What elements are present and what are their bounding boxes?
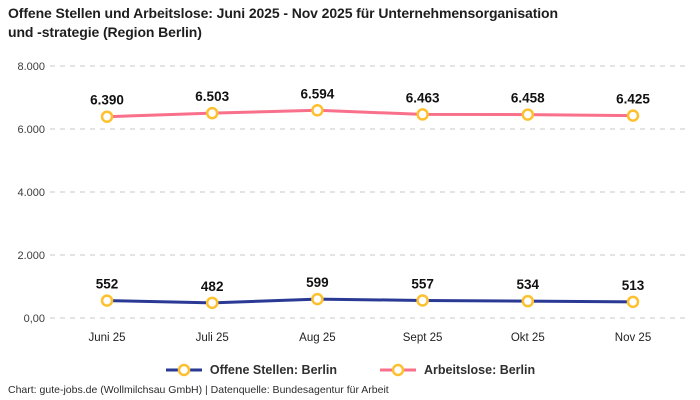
data-point-label: 557 xyxy=(411,276,434,291)
data-point-label: 6.463 xyxy=(406,90,440,105)
data-point-marker[interactable] xyxy=(416,294,429,307)
x-axis-tick-label: Aug 25 xyxy=(299,332,335,344)
x-axis-tick-label: Nov 25 xyxy=(615,332,651,344)
data-point-label: 6.390 xyxy=(90,93,124,108)
x-axis-tick-label: Juni 25 xyxy=(88,332,125,344)
data-point-label: 552 xyxy=(96,277,119,292)
y-axis-tick-label: 4.000 xyxy=(17,187,45,199)
data-point-label: 599 xyxy=(306,275,329,290)
data-point-label: 6.425 xyxy=(616,92,650,107)
footer-credit: Chart: gute-jobs.de (Wollmilchsau GmbH) … xyxy=(8,384,389,396)
data-point-label: 6.503 xyxy=(195,89,229,104)
data-point-label: 534 xyxy=(517,277,540,292)
data-point-marker[interactable] xyxy=(626,295,640,309)
series-line xyxy=(105,297,635,305)
chart-title-line-2: und -strategie (Region Berlin) xyxy=(8,23,202,40)
data-point-marker[interactable] xyxy=(311,292,324,306)
data-point-label: 482 xyxy=(201,279,224,294)
line-chart: 0,00 2.000 4.000 6.000 8.000 Juni 25 Juli 25 Au… xyxy=(17,61,690,344)
data-point-marker[interactable] xyxy=(626,109,640,122)
legend-label: Arbeitslose: Berlin xyxy=(423,363,536,377)
y-axis-tick-label: 2.000 xyxy=(17,250,45,262)
legend-item-arbeitslose[interactable]: Arbeitslose: Berlin xyxy=(379,363,535,377)
y-axis-tick-label: 0,00 xyxy=(24,313,45,325)
data-point-marker[interactable] xyxy=(205,106,219,120)
data-point-marker[interactable] xyxy=(205,296,219,310)
data-point-marker[interactable] xyxy=(416,108,429,121)
data-point-marker[interactable] xyxy=(521,294,535,308)
series-line xyxy=(105,108,635,119)
data-point-label: 513 xyxy=(622,278,645,293)
x-axis-tick-label: Okt 25 xyxy=(511,332,545,344)
x-axis-tick-label: Juli 25 xyxy=(196,332,229,344)
legend-item-offene-stellen[interactable]: Offene Stellen: Berlin xyxy=(165,363,337,377)
y-axis-tick-label: 6.000 xyxy=(17,124,45,136)
y-axis-tick-label: 8.000 xyxy=(17,61,45,73)
legend-label: Offene Stellen: Berlin xyxy=(209,363,337,377)
data-point-label: 6.594 xyxy=(301,86,335,101)
data-point-marker[interactable] xyxy=(100,110,114,123)
data-point-label: 6.458 xyxy=(511,91,545,106)
chart-title: Offene Stellen und Arbeitslose: Juni 202… xyxy=(8,4,678,42)
chart-title-line-1: Offene Stellen und Arbeitslose: Juni 202… xyxy=(8,5,558,21)
data-point-marker[interactable] xyxy=(521,108,535,121)
data-point-marker[interactable] xyxy=(100,294,114,307)
legend-swatch-line-icon xyxy=(165,363,202,377)
chart-legend: Offene Stellen: Berlin Arbeitslose: Berl… xyxy=(0,360,700,380)
data-point-marker[interactable] xyxy=(311,104,324,117)
legend-swatch-line-icon xyxy=(379,363,416,377)
x-axis-tick-label: Sept 25 xyxy=(403,332,443,344)
